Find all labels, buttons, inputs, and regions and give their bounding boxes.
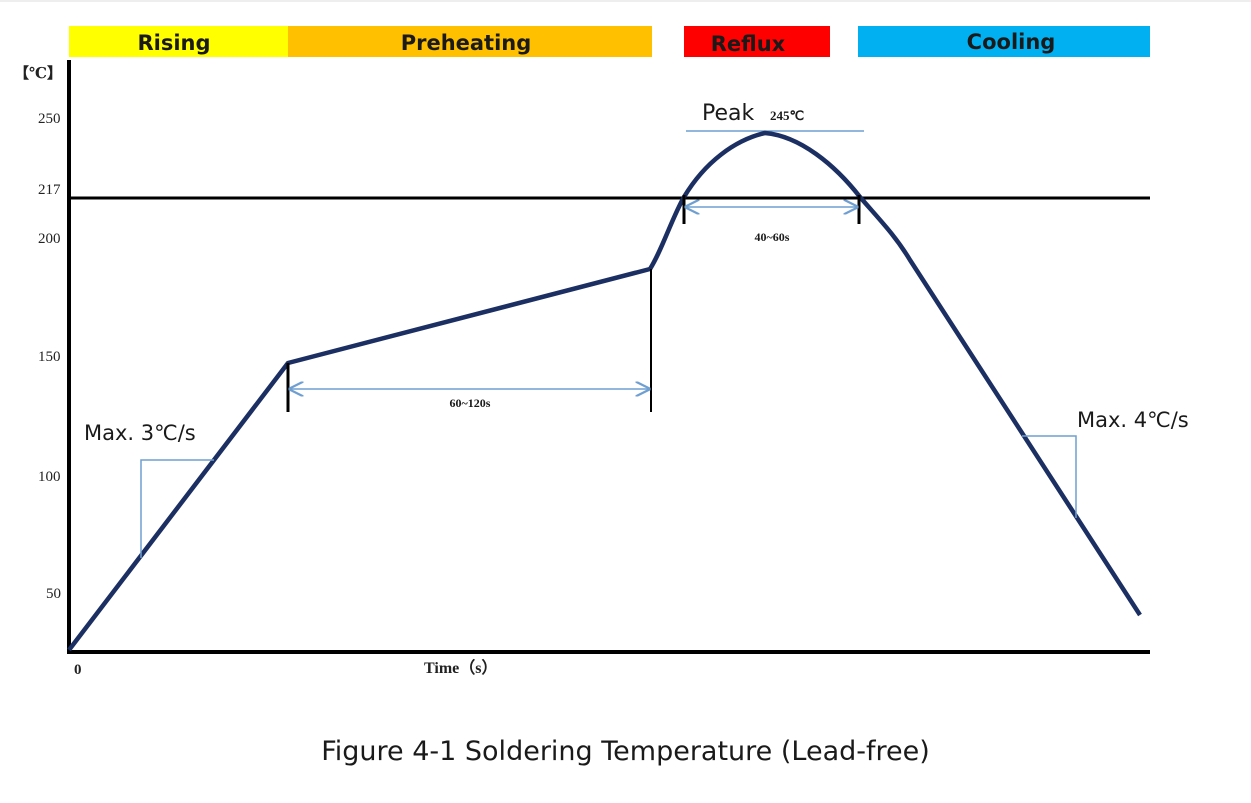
phase-label-rising: Rising bbox=[137, 31, 210, 55]
reflow-duration-label: 40~60s bbox=[755, 230, 790, 244]
phase-bar-rising bbox=[69, 26, 288, 57]
y-tick-labels: 250 217 200 150 100 50 bbox=[38, 111, 61, 602]
y-tick-label: 200 bbox=[38, 231, 61, 247]
y-tick-label: 100 bbox=[38, 469, 61, 485]
preheat-duration-label: 60~120s bbox=[450, 396, 491, 410]
phase-bar-preheating bbox=[288, 26, 652, 57]
rise-rate-triangle bbox=[140, 459, 214, 558]
phase-bars: Rising Preheating Reflux Cooling bbox=[69, 26, 1150, 57]
phase-bar-reflux bbox=[684, 26, 830, 57]
top-divider bbox=[0, 0, 1251, 2]
peak-label: Peak bbox=[702, 101, 754, 126]
y-tick-label: 150 bbox=[38, 349, 61, 365]
figure-caption: Figure 4-1 Soldering Temperature (Lead-f… bbox=[321, 736, 930, 767]
phase-label-reflux: Reflux bbox=[711, 32, 786, 56]
y-axis-unit-label: 【℃】 bbox=[14, 64, 62, 82]
phase-label-cooling: Cooling bbox=[967, 30, 1056, 54]
cool-rate-triangle bbox=[1022, 435, 1077, 518]
temperature-profile-line bbox=[67, 130, 1142, 652]
x-origin-label: 0 bbox=[74, 662, 82, 678]
y-tick-label: 217 bbox=[38, 182, 61, 198]
phase-bar-cooling bbox=[858, 26, 1150, 57]
x-axis-title: Time（s） bbox=[424, 659, 498, 677]
peak-value-label: 245℃ bbox=[770, 108, 804, 123]
y-tick-label: 250 bbox=[38, 111, 61, 127]
cool-rate-label: Max. 4℃/s bbox=[1077, 408, 1189, 432]
phase-label-preheating: Preheating bbox=[401, 31, 532, 55]
rise-rate-label: Max. 3℃/s bbox=[84, 421, 196, 445]
y-tick-label: 50 bbox=[46, 586, 61, 602]
